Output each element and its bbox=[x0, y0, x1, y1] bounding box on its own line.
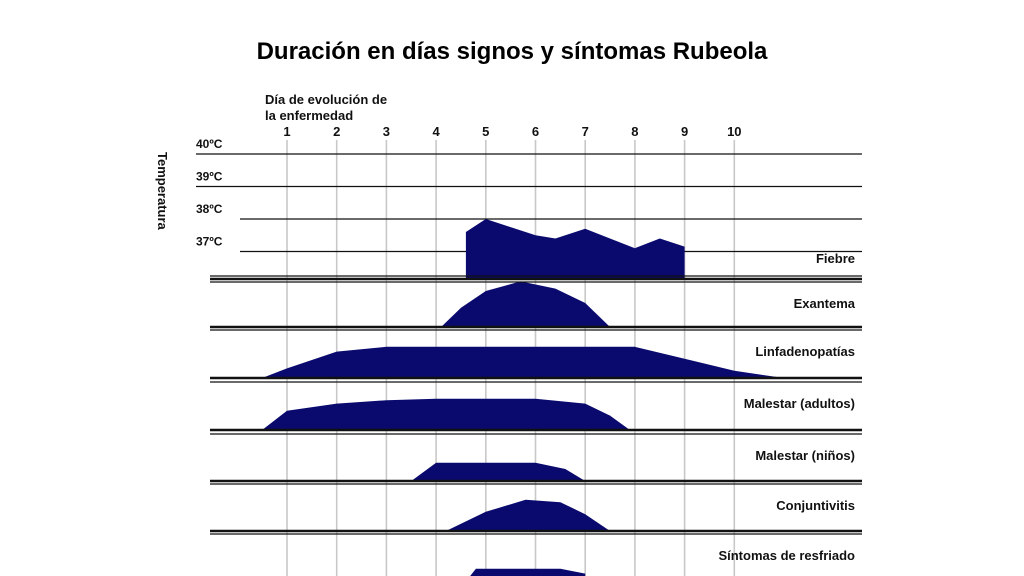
day-ticks: 1 2 3 4 5 6 7 8 9 10 bbox=[283, 124, 741, 139]
area-fiebre bbox=[465, 219, 685, 279]
label-malestar-adultos: Malestar (adultos) bbox=[744, 396, 855, 411]
symptom-areas bbox=[262, 219, 785, 576]
day-tick-3: 3 bbox=[383, 124, 390, 139]
symptom-labels: Fiebre Exantema Linfadenopatías Malestar (a… bbox=[718, 251, 855, 563]
day-tick-6: 6 bbox=[532, 124, 539, 139]
day-tick-9: 9 bbox=[681, 124, 688, 139]
label-malestar-ninos: Malestar (niños) bbox=[755, 448, 855, 463]
label-sintomas-de-resfriado: Síntomas de resfriado bbox=[718, 548, 855, 563]
area-exantema bbox=[441, 281, 610, 327]
x-axis-title-line-1: Día de evolución de bbox=[265, 92, 387, 107]
day-tick-8: 8 bbox=[631, 124, 638, 139]
area-linfadenopatias bbox=[262, 346, 785, 378]
temperature-tick-39: 39ºC bbox=[196, 170, 223, 184]
x-axis-title-line-2: la enfermedad bbox=[265, 108, 353, 123]
day-tick-2: 2 bbox=[333, 124, 340, 139]
area-malestar-ninos bbox=[411, 462, 586, 481]
label-linfadenopatias: Linfadenopatías bbox=[755, 344, 855, 359]
slide-title: Duración en días signos y síntomas Rubeo… bbox=[256, 38, 768, 65]
day-tick-7: 7 bbox=[582, 124, 589, 139]
area-conjuntivitis bbox=[446, 499, 610, 531]
area-sintomas-de-resfriado bbox=[470, 568, 586, 576]
area-malestar-adultos bbox=[262, 398, 630, 430]
day-tick-10: 10 bbox=[727, 124, 741, 139]
temperature-tick-38: 38ºC bbox=[196, 202, 223, 216]
x-axis-title: Día de evolución de la enfermedad bbox=[265, 92, 387, 123]
label-exantema: Exantema bbox=[794, 296, 856, 311]
temperature-tick-40: 40ºC bbox=[196, 137, 223, 151]
y-axis-title: Temperatura bbox=[155, 152, 170, 231]
day-tick-1: 1 bbox=[283, 124, 290, 139]
label-conjuntivitis: Conjuntivitis bbox=[776, 498, 855, 513]
row-baselines bbox=[210, 275, 862, 535]
day-tick-5: 5 bbox=[482, 124, 489, 139]
label-fiebre: Fiebre bbox=[816, 251, 855, 266]
temperature-ticks: 40ºC 39ºC 38ºC 37ºC bbox=[196, 137, 223, 249]
day-tick-4: 4 bbox=[432, 124, 440, 139]
temperature-tick-37: 37ºC bbox=[196, 235, 223, 249]
